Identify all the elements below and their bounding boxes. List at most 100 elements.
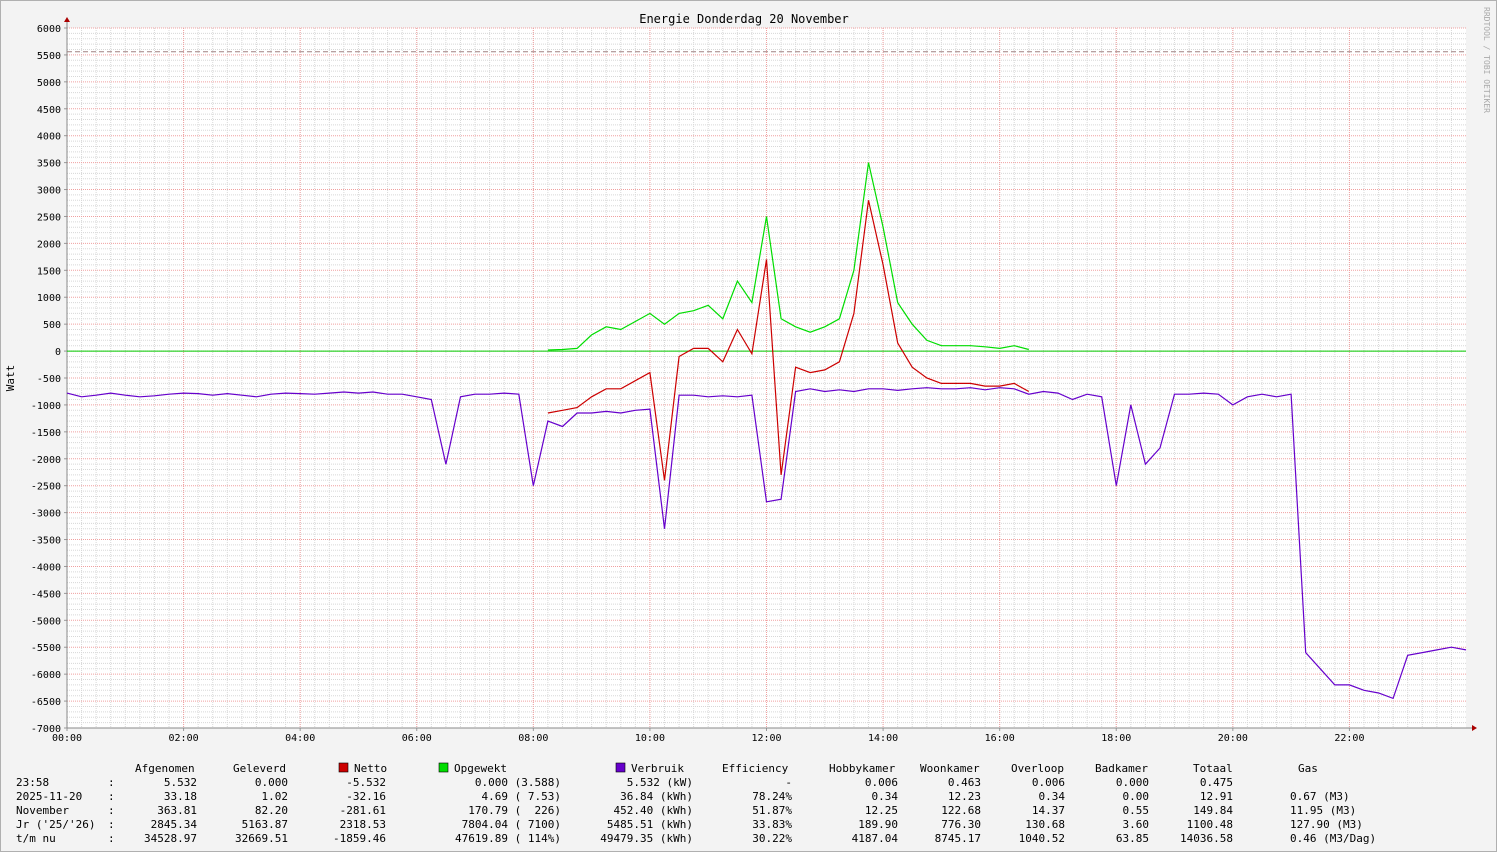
- legend-swatch: [615, 762, 626, 773]
- table-cell: 2845.34: [151, 818, 198, 831]
- table-cell: 0.000 (3.588): [475, 776, 561, 789]
- y-tick-label: -3500: [31, 536, 61, 547]
- y-tick-label: 2500: [37, 212, 61, 223]
- table-cell: :: [108, 804, 115, 817]
- table-cell: -1859.46: [333, 832, 386, 845]
- axis-arrow: [1472, 725, 1477, 731]
- series-line: [547, 162, 1029, 351]
- y-tick-label: 4500: [37, 105, 61, 116]
- legend-swatch: [438, 762, 449, 773]
- table-header: Badkamer: [1095, 762, 1148, 775]
- table-cell: 36.84 (kWh): [620, 790, 693, 803]
- y-tick-label: 3500: [37, 159, 61, 170]
- table-header: Totaal: [1193, 762, 1233, 775]
- side-note: RRDTOOL / TOBI OETIKER: [1482, 7, 1491, 113]
- table-cell: -: [785, 776, 792, 789]
- y-tick-label: -5000: [31, 616, 61, 627]
- table-cell: 2318.53: [340, 818, 386, 831]
- table-cell: 0.000: [255, 776, 288, 789]
- table-header: Geleverd: [233, 762, 286, 775]
- y-tick-label: -4000: [31, 562, 61, 573]
- table-cell: -281.61: [340, 804, 386, 817]
- table-cell: 12.91: [1200, 790, 1233, 803]
- table-cell: 32669.51: [235, 832, 288, 845]
- table-cell: 776.30: [941, 818, 981, 831]
- y-tick-label: -2000: [31, 455, 61, 466]
- table-cell: 0.006: [865, 776, 898, 789]
- table-cell: 127.90 (M3): [1290, 818, 1363, 831]
- table-cell: November: [16, 804, 69, 817]
- table-cell: 78.24%: [752, 790, 792, 803]
- series-line: [547, 200, 1030, 481]
- table-cell: :: [108, 776, 115, 789]
- table-cell: 30.22%: [752, 832, 792, 845]
- table-cell: 0.006: [1032, 776, 1065, 789]
- x-tick-label: 20:00: [1218, 733, 1248, 744]
- table-cell: 11.95 (M3): [1290, 804, 1356, 817]
- x-tick-label: 08:00: [518, 733, 548, 744]
- table-cell: -5.532: [346, 776, 386, 789]
- table-header: Hobbykamer: [829, 762, 896, 775]
- table-cell: :: [108, 790, 115, 803]
- x-tick-label: 12:00: [751, 733, 781, 744]
- y-tick-label: -500: [37, 374, 61, 385]
- table-cell: 14036.58: [1180, 832, 1233, 845]
- table-cell: 4187.04: [852, 832, 899, 845]
- table-cell: 1040.52: [1019, 832, 1065, 845]
- table-cell: 23:58: [16, 776, 49, 789]
- x-tick-label: 02:00: [169, 733, 199, 744]
- table-cell: 189.90: [858, 818, 898, 831]
- table-cell: 12.25: [865, 804, 898, 817]
- y-tick-label: -6500: [31, 697, 61, 708]
- table-cell: 82.20: [255, 804, 288, 817]
- table-header: Gas: [1298, 762, 1318, 775]
- table-cell: 0.00: [1123, 790, 1150, 803]
- table-cell: 47619.89 ( 114%): [455, 832, 561, 845]
- axis-arrow: [64, 17, 70, 22]
- table-cell: 7804.04 ( 7100): [462, 818, 561, 831]
- x-tick-label: 00:00: [52, 733, 82, 744]
- table-cell: 0.000: [1116, 776, 1149, 789]
- y-tick-label: 2000: [37, 239, 61, 250]
- x-tick-label: 04:00: [285, 733, 315, 744]
- table-cell: 363.81: [157, 804, 197, 817]
- y-tick-label: -6000: [31, 670, 61, 681]
- y-tick-label: 5000: [37, 78, 61, 89]
- table-header: Opgewekt: [454, 762, 507, 775]
- y-tick-label: 4000: [37, 132, 61, 143]
- table-cell: 5.532 (kW): [627, 776, 693, 789]
- series-line: [66, 387, 1467, 700]
- table-cell: 5485.51 (kWh): [607, 818, 693, 831]
- table-cell: 0.34: [1039, 790, 1066, 803]
- table-cell: 49479.35 (kWh): [600, 832, 693, 845]
- x-tick-label: 18:00: [1101, 733, 1131, 744]
- table-cell: 0.463: [948, 776, 981, 789]
- x-tick-label: 14:00: [868, 733, 898, 744]
- y-tick-label: 3000: [37, 186, 61, 197]
- table-header: Afgenomen: [135, 762, 195, 775]
- table-cell: 8745.17: [935, 832, 981, 845]
- table-cell: 130.68: [1025, 818, 1065, 831]
- chart-title: Energie Donderdag 20 November: [639, 12, 849, 26]
- table-header: Verbruik: [631, 762, 684, 775]
- table-cell: 33.18: [164, 790, 197, 803]
- x-tick-label: 10:00: [635, 733, 665, 744]
- table-cell: 452.40 (kWh): [614, 804, 693, 817]
- y-tick-label: -7000: [31, 724, 61, 735]
- y-tick-label: -1000: [31, 401, 61, 412]
- table-cell: 33.83%: [752, 818, 792, 831]
- table-cell: 0.475: [1200, 776, 1233, 789]
- table-cell: 2025-11-20: [16, 790, 82, 803]
- y-tick-label: -3000: [31, 509, 61, 520]
- table-cell: -32.16: [346, 790, 386, 803]
- table-cell: :: [108, 832, 115, 845]
- table-cell: 3.60: [1123, 818, 1150, 831]
- table-cell: 12.23: [948, 790, 981, 803]
- table-cell: 0.55: [1123, 804, 1150, 817]
- y-tick-label: -1500: [31, 428, 61, 439]
- table-header: Netto: [354, 762, 387, 775]
- table-cell: 122.68: [941, 804, 981, 817]
- table-cell: 4.69 ( 7.53): [482, 790, 561, 803]
